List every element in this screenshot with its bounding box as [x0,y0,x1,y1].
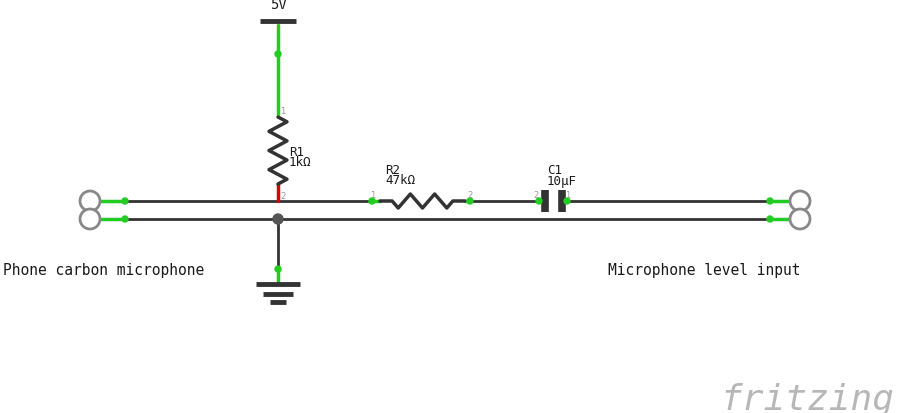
Text: Phone carbon microphone: Phone carbon microphone [3,262,204,277]
Text: R2: R2 [385,163,400,176]
Text: R1: R1 [289,145,304,158]
Circle shape [564,199,570,204]
Text: 5V: 5V [270,0,286,12]
Text: C1: C1 [547,163,562,176]
Text: 2: 2 [280,192,285,201]
Text: 1: 1 [280,107,285,116]
Circle shape [790,192,810,211]
Circle shape [790,209,810,230]
Circle shape [275,266,281,272]
Circle shape [536,199,542,204]
Circle shape [275,52,281,58]
Circle shape [273,214,283,224]
Text: 10μF: 10μF [547,174,577,187]
Text: 1kΩ: 1kΩ [289,156,311,169]
Text: 2: 2 [467,190,472,199]
Text: fritzing: fritzing [720,382,894,413]
Circle shape [80,209,100,230]
Circle shape [122,216,128,223]
Circle shape [80,192,100,211]
Circle shape [369,199,375,204]
Text: 47kΩ: 47kΩ [385,174,415,187]
Circle shape [122,199,128,204]
Circle shape [467,199,473,204]
Circle shape [767,199,773,204]
Text: 2: 2 [533,190,538,199]
Circle shape [767,216,773,223]
Text: Microphone level input: Microphone level input [608,262,800,277]
Text: 1: 1 [565,190,570,199]
Text: 1: 1 [370,190,375,199]
